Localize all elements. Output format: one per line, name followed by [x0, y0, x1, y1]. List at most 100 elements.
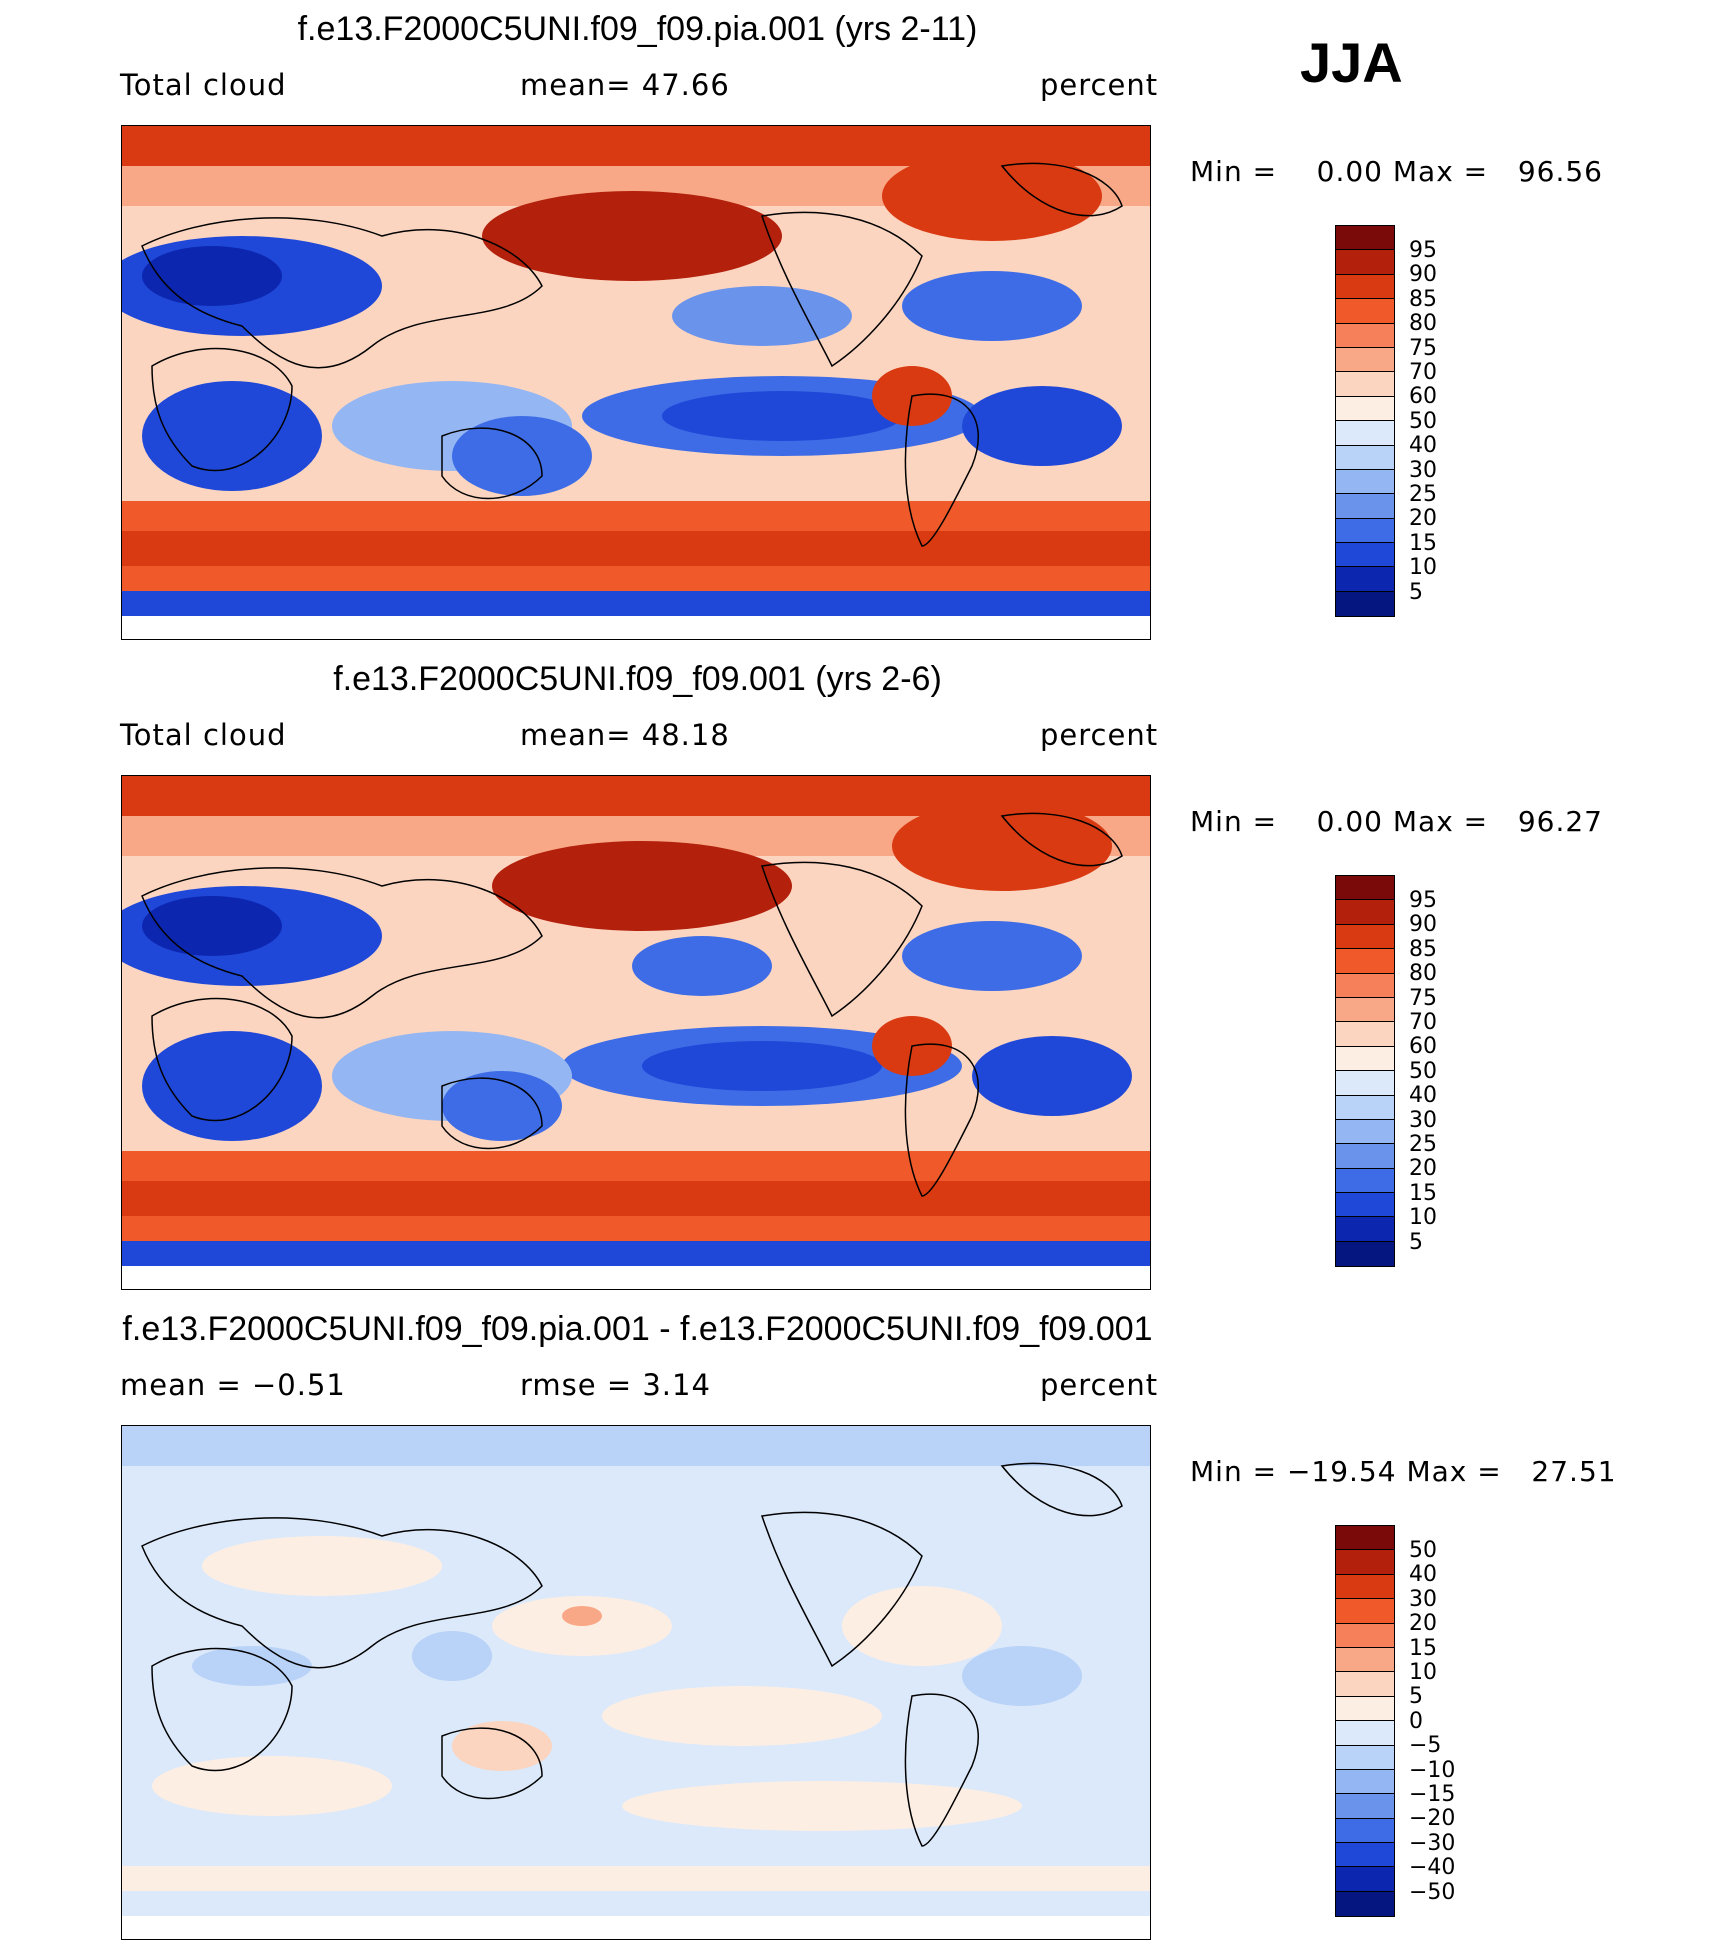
- colorbar-swatch: [1336, 1144, 1394, 1169]
- colorbar-tick-label: −40: [1409, 1855, 1456, 1881]
- colorbar-tick-label: 75: [1409, 335, 1437, 361]
- cloud-map: [121, 125, 1151, 640]
- variable-label: Total cloud: [120, 718, 287, 752]
- colorbar-tick-label: 15: [1409, 1635, 1437, 1661]
- colorbar-swatch: [1336, 396, 1394, 422]
- colorbar-swatch: [1336, 1647, 1394, 1673]
- colorbar-tick-label: 25: [1409, 481, 1437, 507]
- colorbar-swatch: [1336, 924, 1394, 950]
- colorbar-tick-label: 20: [1409, 1611, 1437, 1637]
- mean-label: mean= 47.66: [520, 68, 730, 102]
- colorbar-swatch: [1336, 250, 1394, 275]
- colorbar-swatch: [1336, 1672, 1394, 1697]
- colorbar-swatch: [1336, 997, 1394, 1023]
- colorbar-swatch: [1336, 1745, 1394, 1770]
- map-svg: [122, 126, 1150, 639]
- colorbar-tick-label: 20: [1409, 1156, 1437, 1182]
- colorbar-swatch: [1336, 591, 1394, 617]
- colorbar-tick-label: 10: [1409, 1205, 1437, 1231]
- colorbar-swatch: [1336, 299, 1394, 324]
- colorbar-swatch: [1336, 1526, 1394, 1551]
- colorbar-tick-label: 5: [1409, 1229, 1423, 1255]
- colorbar-tick-label: 95: [1409, 237, 1437, 263]
- colorbar-swatch: [1336, 445, 1394, 470]
- panel-1: f.e13.F2000C5UNI.f09_f09.pia.001 (yrs 2-…: [0, 0, 1710, 650]
- mean-label: mean= 48.18: [520, 718, 730, 752]
- colorbar-tick-label: 20: [1409, 506, 1437, 532]
- colorbar-tick-label: 25: [1409, 1131, 1437, 1157]
- colorbar-swatch: [1336, 372, 1394, 397]
- colorbar-box: [1335, 875, 1395, 1268]
- colorbar-swatch: [1336, 1769, 1394, 1795]
- rmse-label: rmse = 3.14: [520, 1368, 711, 1402]
- colorbar-tick-label: 10: [1409, 555, 1437, 581]
- colorbar-swatch: [1336, 1867, 1394, 1892]
- colorbar-swatch: [1336, 1071, 1394, 1096]
- colorbar-tick-label: 40: [1409, 1562, 1437, 1588]
- colorbar: 95 90 85 80 75 70 60 50 40 30 25 20 15 10 5: [1335, 225, 1437, 618]
- min-max-label: Min = −19.54 Max = 27.51: [1190, 1455, 1617, 1488]
- colorbar-swatch: [1336, 1193, 1394, 1218]
- colorbar-tick-label: 10: [1409, 1659, 1437, 1685]
- panel-title: f.e13.F2000C5UNI.f09_f09.pia.001 - f.e13…: [122, 1310, 1153, 1348]
- colorbar-tick-label: 80: [1409, 311, 1437, 337]
- colorbar-swatch: [1336, 1119, 1394, 1145]
- units-label: percent: [1040, 718, 1159, 752]
- colorbar-box: [1335, 1525, 1395, 1918]
- colorbar: 95 90 85 80 75 70 60 50 40 30 25 20 15 10 5: [1335, 875, 1437, 1268]
- colorbar-swatch: [1336, 1168, 1394, 1194]
- colorbar-tick-label: 30: [1409, 1586, 1437, 1612]
- colorbar-tick-label: 85: [1409, 936, 1437, 962]
- colorbar-tick-label: 40: [1409, 433, 1437, 459]
- colorbar-swatch: [1336, 226, 1394, 251]
- cloud-map: [121, 775, 1151, 1290]
- colorbar-swatch: [1336, 1022, 1394, 1047]
- colorbar-tick-label: −10: [1409, 1757, 1456, 1783]
- colorbar-tick-label: −5: [1409, 1733, 1442, 1759]
- colorbar-tick-label: 90: [1409, 912, 1437, 938]
- colorbar-swatch: [1336, 469, 1394, 495]
- min-max-label: Min = 0.00 Max = 96.27: [1190, 805, 1603, 838]
- colorbar-tick-label: 90: [1409, 262, 1437, 288]
- colorbar-tick-label: 15: [1409, 1180, 1437, 1206]
- colorbar-swatch: [1336, 900, 1394, 925]
- colorbar-tick-label: −30: [1409, 1830, 1456, 1856]
- colorbar-swatch: [1336, 949, 1394, 974]
- colorbar-swatch: [1336, 1599, 1394, 1624]
- season-label: JJA: [1300, 31, 1403, 94]
- colorbar-tick-label: 60: [1409, 384, 1437, 410]
- colorbar-tick-label: −50: [1409, 1879, 1456, 1905]
- colorbar-tick-label: 40: [1409, 1083, 1437, 1109]
- colorbar-swatch: [1336, 494, 1394, 519]
- colorbar-swatch: [1336, 876, 1394, 901]
- colorbar-tick-label: 5: [1409, 1684, 1423, 1710]
- colorbar-tick-label: 70: [1409, 359, 1437, 385]
- colorbar-swatch: [1336, 1891, 1394, 1917]
- map-svg: [122, 1426, 1150, 1939]
- colorbar-swatch: [1336, 1721, 1394, 1746]
- units-label: percent: [1040, 68, 1159, 102]
- colorbar-swatch: [1336, 421, 1394, 446]
- colorbar-swatch: [1336, 543, 1394, 568]
- mean-label: mean = −0.51: [120, 1368, 346, 1402]
- colorbar-swatch: [1336, 1241, 1394, 1267]
- colorbar-tick-label: −20: [1409, 1806, 1456, 1832]
- colorbar-tick-label: 95: [1409, 887, 1437, 913]
- colorbar-tick-label: 75: [1409, 985, 1437, 1011]
- colorbar-swatch: [1336, 1217, 1394, 1242]
- colorbar-swatch: [1336, 1818, 1394, 1844]
- colorbar-swatch: [1336, 973, 1394, 998]
- colorbar-swatch: [1336, 518, 1394, 544]
- map-svg: [122, 776, 1150, 1289]
- colorbar-tick-label: 30: [1409, 1107, 1437, 1133]
- colorbar-tick-label: 80: [1409, 961, 1437, 987]
- colorbar-swatch: [1336, 323, 1394, 348]
- colorbar-tick-label: 5: [1409, 579, 1423, 605]
- colorbar: 50 40 30 20 15 10 5 0 −5 −10 −15 −20 −30 −40 −50: [1335, 1525, 1455, 1918]
- colorbar-tick-label: 50: [1409, 408, 1437, 434]
- colorbar-tick-label: 85: [1409, 286, 1437, 312]
- panel-title: f.e13.F2000C5UNI.f09_f09.001 (yrs 2-6): [333, 660, 942, 698]
- colorbar-tick-label: 50: [1409, 1537, 1437, 1563]
- colorbar-swatch: [1336, 567, 1394, 592]
- colorbar-swatch: [1336, 1843, 1394, 1868]
